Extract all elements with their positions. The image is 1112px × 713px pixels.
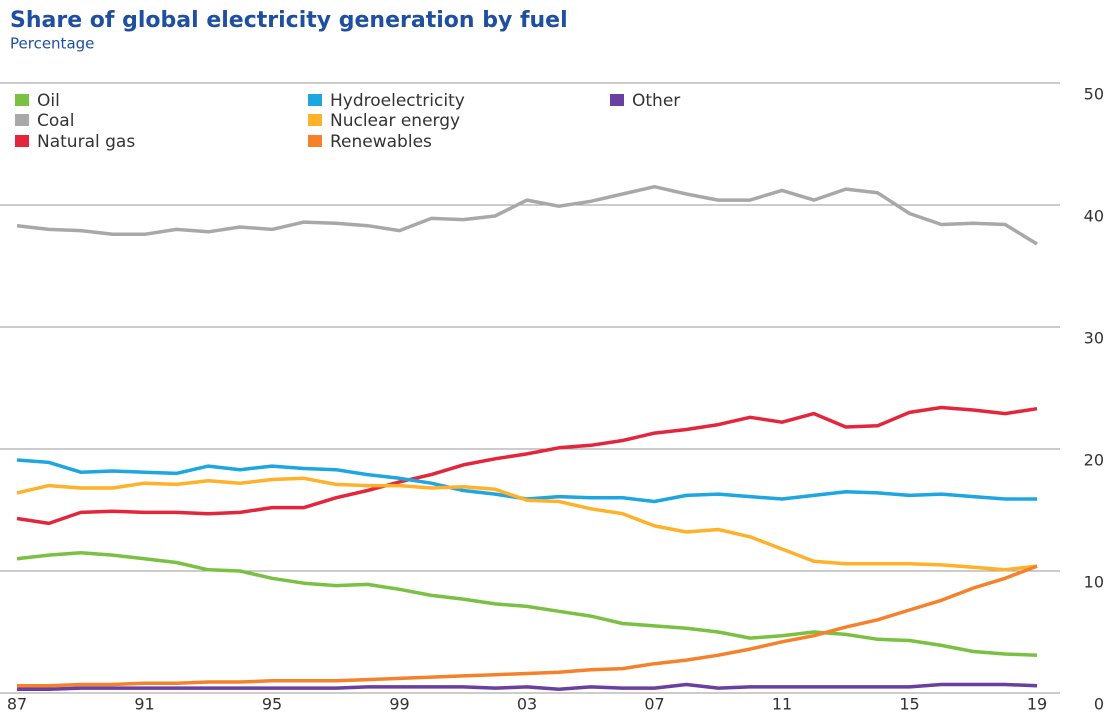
legend-label: Other bbox=[632, 91, 680, 111]
legend-swatch bbox=[15, 114, 29, 126]
series-line bbox=[16, 458, 1037, 504]
x-tick-label: 07 bbox=[644, 695, 664, 713]
legend-label: Nuclear energy bbox=[330, 111, 460, 131]
legend-swatch bbox=[610, 94, 624, 106]
x-tick-label: 15 bbox=[899, 695, 919, 713]
legend-label: Hydroelectricity bbox=[330, 91, 465, 111]
y-tick-label: 0 bbox=[1094, 695, 1104, 713]
y-tick-label: 20 bbox=[1084, 451, 1104, 470]
legend-swatch bbox=[15, 94, 29, 106]
series-line bbox=[17, 682, 1038, 692]
chart-title: Share of global electricity generation b… bbox=[10, 8, 568, 33]
legend-swatch bbox=[308, 135, 322, 147]
legend-swatch bbox=[15, 135, 29, 147]
series-line bbox=[16, 476, 1038, 572]
legend-label: Renewables bbox=[330, 132, 432, 152]
series-line bbox=[16, 550, 1038, 657]
chart-subtitle: Percentage bbox=[10, 35, 94, 53]
legend-swatch bbox=[308, 94, 322, 106]
series-line bbox=[16, 405, 1038, 526]
x-tick-label: 03 bbox=[517, 695, 537, 713]
y-tick-label: 30 bbox=[1084, 329, 1104, 348]
x-tick-label: 19 bbox=[1027, 695, 1047, 713]
series-line bbox=[17, 564, 1038, 688]
x-tick-label: 91 bbox=[134, 695, 154, 713]
x-tick-label: 11 bbox=[772, 695, 792, 713]
x-tick-label: 95 bbox=[262, 695, 282, 713]
y-tick-label: 40 bbox=[1084, 207, 1104, 226]
legend-label: Coal bbox=[37, 111, 74, 131]
y-tick-label: 50 bbox=[1084, 85, 1104, 104]
series-line bbox=[16, 184, 1038, 246]
legend-label: Natural gas bbox=[37, 132, 135, 152]
legend-label: Oil bbox=[37, 91, 60, 111]
x-tick-label: 87 bbox=[7, 695, 27, 713]
legend-swatch bbox=[308, 114, 322, 126]
x-tick-label: 99 bbox=[389, 695, 409, 713]
y-tick-label: 10 bbox=[1084, 573, 1104, 592]
